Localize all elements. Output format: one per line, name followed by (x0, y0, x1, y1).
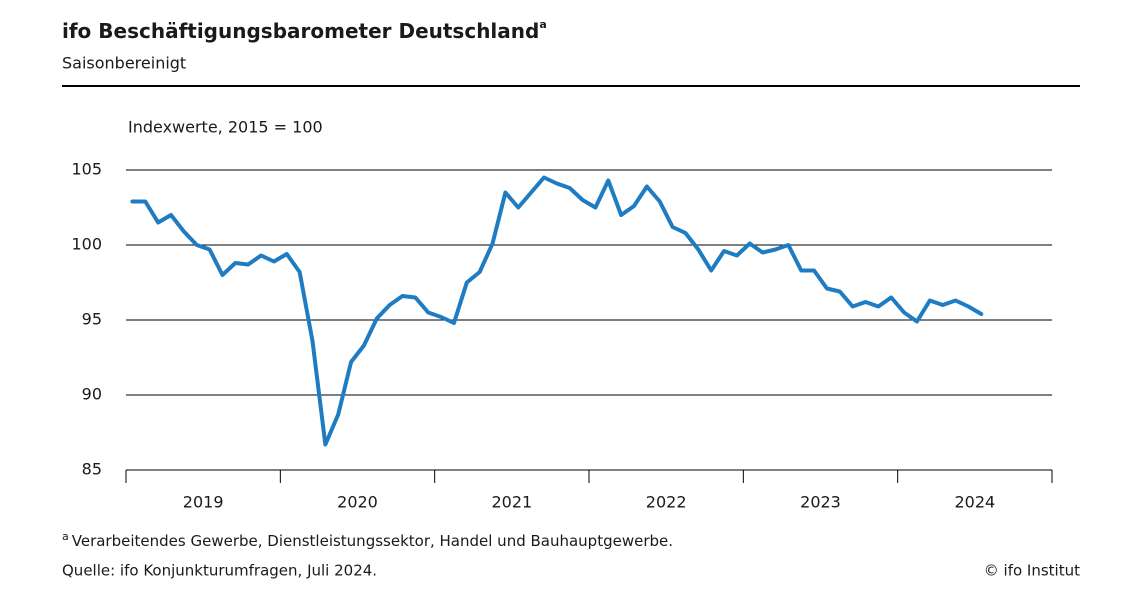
y-axis-label: Indexwerte, 2015 = 100 (128, 118, 323, 137)
y-tick-label: 95 (82, 310, 102, 329)
footnote-text: Verarbeitendes Gewerbe, Dienstleistungss… (72, 532, 673, 550)
x-tick-label: 2019 (183, 493, 224, 512)
x-tick-label: 2020 (337, 493, 378, 512)
x-tick-label: 2021 (491, 493, 532, 512)
x-tick-label: 2023 (800, 493, 841, 512)
y-tick-label: 85 (82, 460, 102, 479)
footnote-marker: a (62, 530, 69, 543)
x-tick-label: 2022 (646, 493, 687, 512)
copyright: © ifo Institut (984, 562, 1080, 580)
title-text: ifo Beschäftigungsbarometer Deutschland (62, 19, 539, 43)
x-tick-label: 2024 (954, 493, 995, 512)
chart-subtitle: Saisonbereinigt (62, 54, 186, 73)
y-tick-label: 90 (82, 385, 102, 404)
source: Quelle: ifo Konjunkturumfragen, Juli 202… (62, 562, 377, 580)
y-tick-label: 100 (71, 235, 102, 254)
data-line (130, 175, 984, 447)
footnote: a Verarbeitendes Gewerbe, Dienstleistungs… (62, 530, 673, 550)
title-note-marker: a (539, 18, 546, 31)
chart-title: ifo Beschäftigungsbarometer Deutschlanda (62, 18, 547, 43)
y-tick-label: 105 (71, 160, 102, 179)
